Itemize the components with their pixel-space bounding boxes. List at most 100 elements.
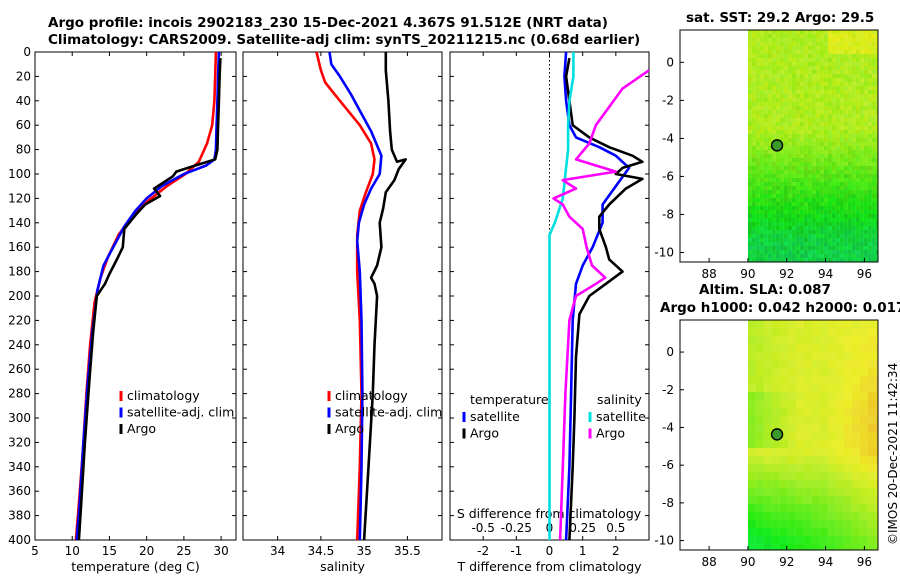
x2tick-label: -0.25 <box>501 521 532 535</box>
sst-map-border <box>679 29 879 263</box>
ytick-label: 0 <box>23 45 31 59</box>
difference-panel: -2 -1 0 1 2T difference from climatology -0.5… <box>449 51 650 574</box>
ytick-label: 100 <box>8 167 31 181</box>
ytick-label: 60 <box>16 118 31 132</box>
ytick-label: -4 <box>662 420 674 434</box>
xtick-label: 88 <box>701 267 716 281</box>
figure-title-line2: Climatology: CARS2009. Satellite-adj cli… <box>48 32 641 48</box>
salinity-panel: 34 34.5 35 35.5 salinity climatology satellite… <box>242 51 443 574</box>
xtick-label: 1 <box>579 544 587 558</box>
legend-title-temperature: temperature <box>470 392 549 407</box>
sst-heatmap-cells <box>747 30 878 262</box>
ytick-label: 280 <box>8 387 31 401</box>
temperature-panel: 0 20 40 60 80 100 120 140 160 180 200 220 240 260 280 3… <box>8 45 237 574</box>
ytick-label: 220 <box>8 313 31 327</box>
ytick-label: 80 <box>16 143 31 157</box>
ytick-label: 380 <box>8 509 31 523</box>
xtick-label: 10 <box>65 544 80 558</box>
ytick-label: 300 <box>8 411 31 425</box>
series-s-argo <box>552 69 649 540</box>
ytick-label: -2 <box>662 93 674 107</box>
legend-label: Argo <box>127 421 156 436</box>
xaxis-label: salinity <box>320 559 365 574</box>
ytick-label: 0 <box>666 345 674 359</box>
ytick-label: 360 <box>8 484 31 498</box>
xtick-label: 96 <box>857 267 872 281</box>
ytick-label: -6 <box>662 458 674 472</box>
ytick-label: -10 <box>654 534 674 548</box>
xtick-label: -2 <box>477 544 489 558</box>
xtick-label: 15 <box>102 544 117 558</box>
argo-location-marker <box>770 428 784 441</box>
sla-map-title-line2: Argo h1000: 0.042 h2000: 0.017 <box>660 300 900 316</box>
xtick-label: 0 <box>546 544 554 558</box>
ytick-label: 320 <box>8 435 31 449</box>
ytick-label: 240 <box>8 338 31 352</box>
sla-heatmap-cells <box>747 320 878 550</box>
ytick-label: 340 <box>8 460 31 474</box>
temperature-frame <box>34 51 237 541</box>
sst-map-title: sat. SST: 29.2 Argo: 29.5 <box>686 10 875 26</box>
series-s-satellite <box>548 52 575 540</box>
xtick-label: 90 <box>740 267 755 281</box>
xtick-label: 92 <box>779 267 794 281</box>
series-argo <box>77 58 222 540</box>
argo-location-marker <box>770 139 784 152</box>
ytick-label: 180 <box>8 265 31 279</box>
ytick-label: 120 <box>8 191 31 205</box>
legend-label: Argo <box>470 426 499 441</box>
series-t-argo <box>564 57 644 540</box>
xtick-label: 92 <box>779 555 794 569</box>
xtick-label: 96 <box>857 555 872 569</box>
xtick-label: 90 <box>740 555 755 569</box>
sst-map-panel: 88 90 92 94 96 0 -2 -4 -6 -8 -10 <box>654 29 879 281</box>
xtick-label: 88 <box>701 555 716 569</box>
ytick-label: 260 <box>8 362 31 376</box>
ytick-label: 140 <box>8 216 31 230</box>
xaxis-label: T difference from climatology <box>456 559 642 574</box>
xtick-label: 94 <box>818 555 833 569</box>
legend-label: satellite <box>470 409 520 424</box>
ytick-label: 20 <box>16 69 31 83</box>
xaxis-label: temperature (deg C) <box>71 559 200 574</box>
xtick-label: 35.5 <box>394 544 421 558</box>
xtick-label: 94 <box>818 267 833 281</box>
x2tick-label: 0.5 <box>606 521 625 535</box>
legend-label: climatology <box>127 388 200 403</box>
x2tick-label: -0.5 <box>471 521 494 535</box>
legend-label: Argo <box>335 421 364 436</box>
legend-label: satellite-adj. clim <box>127 405 234 420</box>
ytick-label: -6 <box>662 169 674 183</box>
ytick-label: 160 <box>8 240 31 254</box>
salinity-frame <box>242 51 443 541</box>
legend-label: climatology <box>335 388 408 403</box>
legend-label: Argo <box>596 426 625 441</box>
ytick-label: -8 <box>662 207 674 221</box>
sla-map-panel: 88 90 92 94 96 0 -2 -4 -6 -8 -10 <box>654 319 879 569</box>
legend-title-salinity: salinity <box>597 392 642 407</box>
ytick-label: 0 <box>666 55 674 69</box>
xtick-label: 30 <box>213 544 228 558</box>
xtick-label: 5 <box>31 544 39 558</box>
ytick-label: 200 <box>8 289 31 303</box>
figure-title-line1: Argo profile: incois 2902183_230 15-Dec-… <box>48 15 608 31</box>
ytick-label: -4 <box>662 131 674 145</box>
xtick-label: 34 <box>270 544 285 558</box>
legend-label: satellite-adj. clim <box>335 405 442 420</box>
sla-map-border <box>679 319 879 551</box>
xtick-label: 25 <box>176 544 191 558</box>
x2tick-label: 0.25 <box>569 521 596 535</box>
legend-label: satellite <box>596 409 646 424</box>
ytick-label: -10 <box>654 245 674 259</box>
ytick-label: 400 <box>8 533 31 547</box>
xtick-label: -1 <box>510 544 522 558</box>
xtick-label: 34.5 <box>308 544 335 558</box>
series-satellite-adj-clim <box>328 52 383 540</box>
ytick-label: 40 <box>16 94 31 108</box>
xtick-label: 2 <box>612 544 620 558</box>
sla-map-title-line1: Altim. SLA: 0.087 <box>699 282 831 298</box>
xtick-label: 20 <box>139 544 154 558</box>
ytick-label: -8 <box>662 496 674 510</box>
ytick-label: -2 <box>662 383 674 397</box>
